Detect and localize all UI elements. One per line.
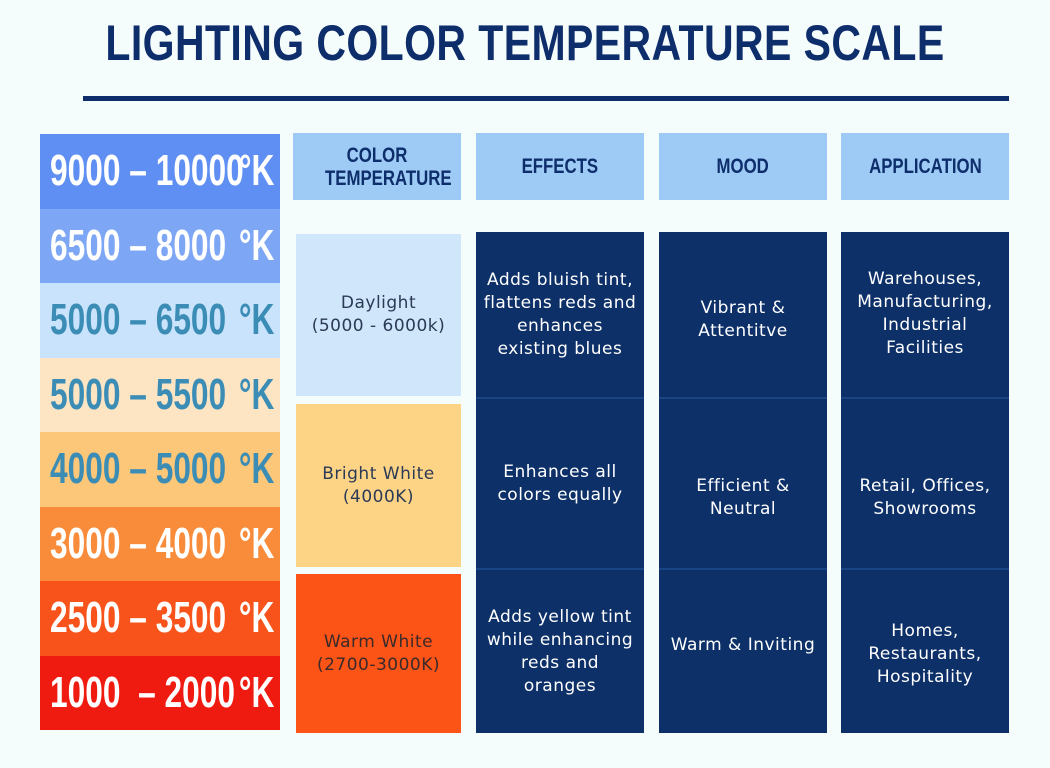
scale-unit-label: °K (238, 518, 274, 568)
scale-band: 6500 – 8000 °K (40, 208, 280, 283)
row-divider (659, 397, 827, 399)
mood-cell: Vibrant & Attentitve (698, 297, 788, 341)
effects-cell: Adds bluish tint, flattens reds and enha… (483, 270, 637, 359)
row-divider (841, 397, 1009, 399)
title-underline (83, 96, 1009, 101)
row-divider (476, 397, 644, 399)
scale-unit-label: °K (238, 369, 274, 419)
scale-unit-label: °K (238, 667, 274, 717)
effects-cell: Enhances all colors equally (497, 462, 623, 505)
application-cell: Homes, Restaurants, Hospitality (868, 620, 982, 687)
scale-unit-label: °K (238, 220, 274, 270)
application-column (841, 232, 1009, 733)
scale-range-label: 4000 – 5000 (50, 444, 227, 493)
temp-cell-warm-white: Warm White (2700-3000K) (296, 574, 461, 733)
scale-unit-label: °K (238, 295, 274, 344)
header-color-temperature: COLOR TEMPERATURE (293, 133, 461, 200)
scale-range-label: 9000 – 10000 (50, 146, 244, 195)
scale-range-label: 2500 – 3500 (50, 593, 227, 642)
temp-range: (2700-3000K) (316, 654, 441, 675)
temp-cell-daylight: Daylight (5000 - 6000k) (296, 234, 461, 396)
scale-range-label: 1000 – 2000 (50, 667, 235, 717)
effects-column (476, 232, 644, 733)
temp-cell-bright-white: Bright White (4000K) (296, 404, 461, 567)
scale-range-label: 3000 – 4000 (50, 518, 227, 568)
temp-name: Warm White (323, 631, 434, 652)
mood-cell: Warm & Inviting (670, 634, 816, 655)
mood-column (659, 232, 827, 733)
scale-range-label: 6500 – 8000 (50, 220, 227, 270)
effects-cell: Adds yellow tint while enhancing reds an… (486, 606, 634, 696)
scale-unit-label: °K (238, 444, 274, 493)
scale-band: 5000 – 6500 °K (40, 283, 280, 358)
temp-range: (4000K) (342, 486, 415, 507)
temp-name: Daylight (340, 293, 417, 313)
temperature-scale: 9000 – 10000 °K 6500 – 8000 °K 5000 – 6500 °K… (40, 134, 280, 730)
row-divider (476, 568, 644, 570)
application-cell: Warehouses, Manufacturing, Industrial Fa… (857, 269, 993, 358)
scale-unit-label: °K (238, 593, 274, 642)
row-divider (659, 568, 827, 570)
temp-range: (5000 - 6000k) (311, 316, 446, 336)
scale-band: 1000 – 2000 °K (40, 655, 280, 730)
header-effects: EFFECTS (476, 133, 644, 200)
scale-band: 2500 – 3500 °K (40, 581, 280, 656)
scale-range-label: 5000 – 6500 (50, 295, 227, 344)
scale-band: 3000 – 4000 °K (40, 506, 280, 581)
header-mood: MOOD (659, 133, 827, 200)
page-title: LIGHTING COLOR TEMPERATURE SCALE (105, 15, 945, 71)
mood-cell: Efficient & Neutral (696, 476, 790, 519)
scale-band: 4000 – 5000 °K (40, 432, 280, 507)
application-cell: Retail, Offices, Showrooms (859, 476, 991, 519)
scale-band: 9000 – 10000 °K (40, 134, 280, 209)
temp-name: Bright White (322, 463, 435, 484)
scale-band: 5000 – 5500 °K (40, 357, 280, 432)
scale-unit-label: °K (238, 146, 274, 195)
row-divider (841, 568, 1009, 570)
header-application: APPLICATION (841, 133, 1009, 200)
scale-range-label: 5000 – 5500 (50, 369, 227, 419)
